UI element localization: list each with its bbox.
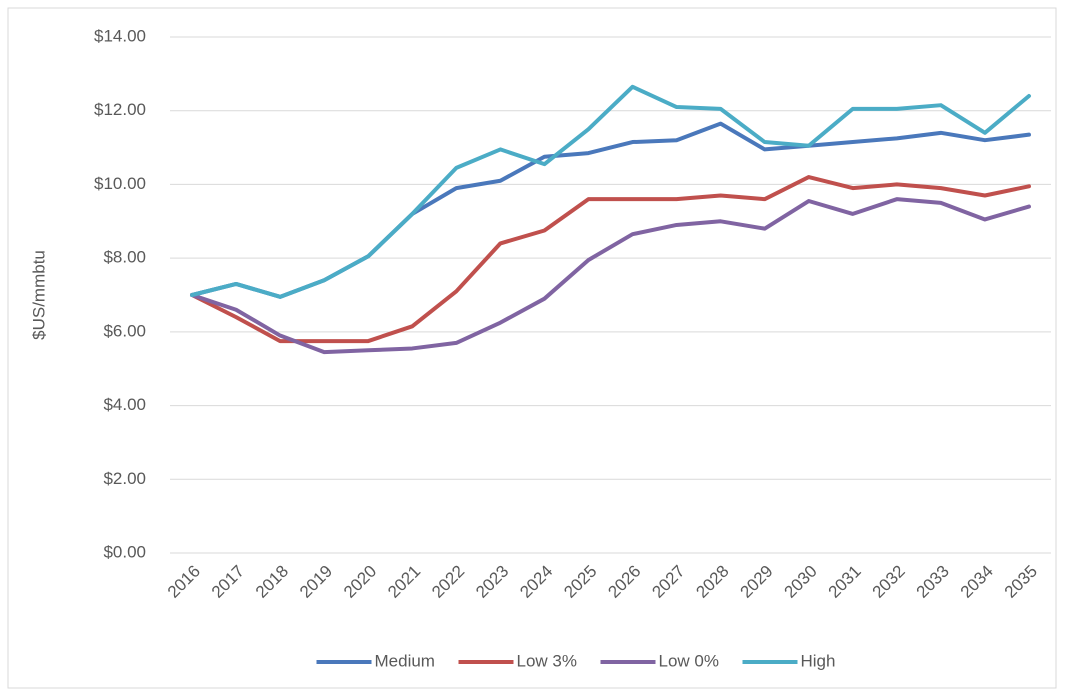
legend-label: High — [801, 651, 836, 670]
y-tick-label: $6.00 — [103, 321, 146, 340]
legend-label: Low 0% — [659, 651, 719, 670]
y-tick-label: $14.00 — [94, 26, 146, 45]
legend-label: Medium — [375, 651, 435, 670]
line-series — [190, 175, 1031, 344]
y-tick-label: $4.00 — [103, 395, 146, 414]
y-tick-label: $10.00 — [94, 174, 146, 193]
y-axis-label: $US/mmbtu — [29, 250, 48, 340]
chart-border — [7, 7, 1057, 689]
y-tick-label: $2.00 — [103, 469, 146, 488]
y-tick-label: $8.00 — [103, 248, 146, 267]
line-series — [190, 84, 1031, 299]
y-tick-label: $0.00 — [103, 542, 146, 561]
y-tick-label: $12.00 — [94, 100, 146, 119]
line-series — [190, 197, 1031, 355]
legend-label: Low 3% — [517, 651, 577, 670]
